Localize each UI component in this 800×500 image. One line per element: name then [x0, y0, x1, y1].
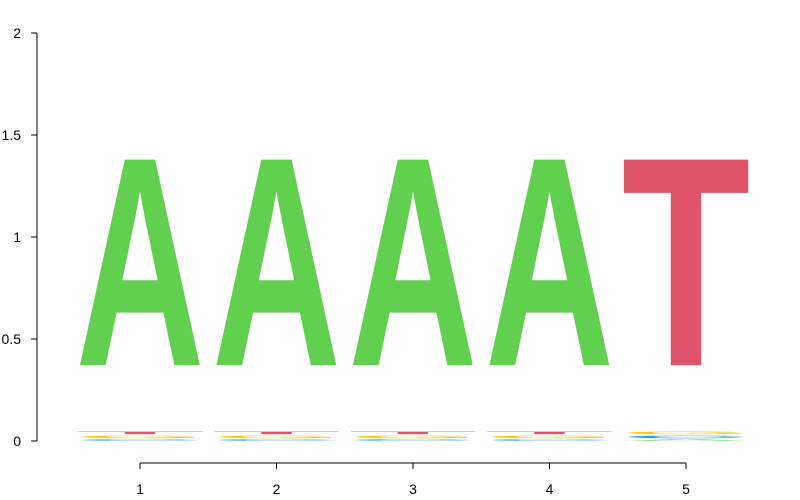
y-tick-label: 2: [13, 25, 21, 41]
x-tick-label: 3: [409, 481, 417, 497]
y-tick-label: 0: [13, 433, 21, 449]
letter-G: G: [622, 431, 751, 435]
letter-T: T: [76, 431, 205, 435]
letter-T: T: [485, 431, 614, 435]
letter-G: G: [349, 435, 478, 439]
y-tick-label: 1: [13, 229, 21, 245]
letter-G: G: [212, 435, 341, 439]
y-axis: 0 0.5 1 1.5 2: [2, 25, 38, 449]
letter-T: T: [212, 431, 341, 435]
letter-C: C: [349, 439, 478, 441]
letter-A: A: [622, 439, 751, 441]
letter-T: T: [622, 95, 751, 429]
x-tick-label: 4: [546, 481, 554, 497]
letter-A: A: [76, 96, 205, 430]
y-tick-label: 0.5: [2, 331, 22, 347]
x-axis: 1 2 3 4 5: [136, 462, 690, 497]
letter-C: C: [622, 435, 751, 439]
letter-C: C: [212, 439, 341, 441]
letter-A: A: [485, 96, 614, 430]
letter-C: C: [485, 439, 614, 441]
letter-G: G: [485, 435, 614, 439]
letter-A: A: [212, 96, 341, 430]
y-tick-label: 1.5: [2, 127, 22, 143]
letter-A: A: [349, 96, 478, 430]
letter-G: G: [76, 435, 205, 439]
x-tick-label: 1: [136, 481, 144, 497]
x-tick-label: 5: [682, 481, 690, 497]
x-tick-label: 2: [273, 481, 281, 497]
letter-T: T: [349, 431, 478, 435]
letter-C: C: [76, 439, 205, 441]
